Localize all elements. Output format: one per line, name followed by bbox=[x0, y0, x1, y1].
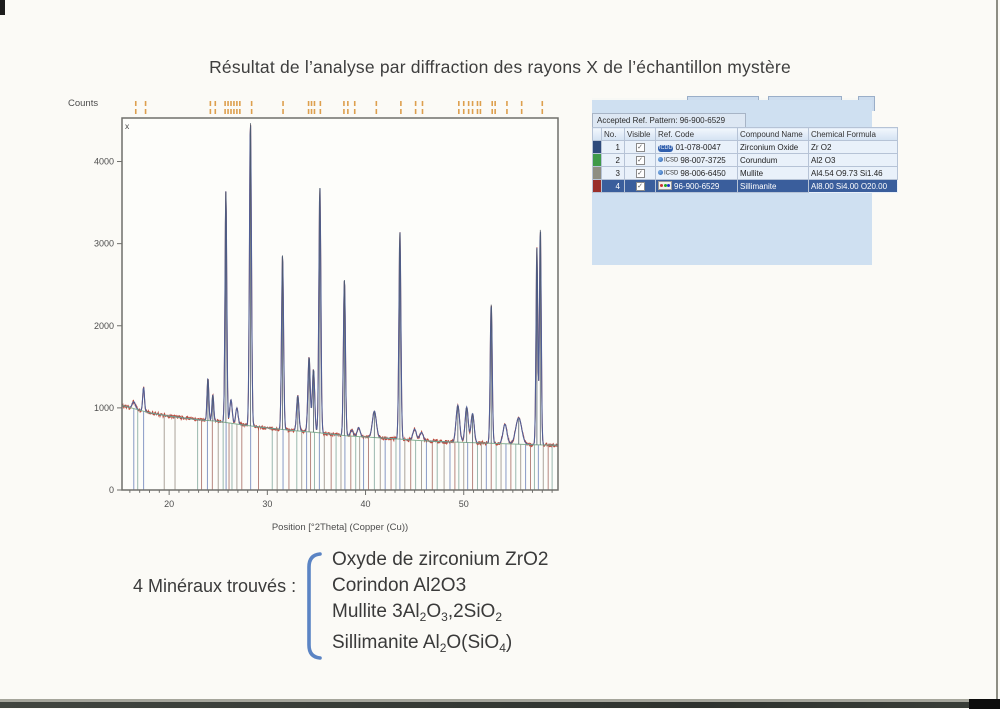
plot-corner-label: x bbox=[125, 121, 130, 131]
no-cell: 1 bbox=[601, 140, 625, 154]
ref-code-cell: 96-900-6529 bbox=[655, 179, 738, 193]
table-row: 4 ✓ 96-900-6529 Sillimanite Al8.00 Si4.00 O2… bbox=[592, 179, 898, 193]
svg-text:40: 40 bbox=[361, 499, 371, 509]
svg-text:3000: 3000 bbox=[94, 239, 114, 249]
svg-text:0: 0 bbox=[109, 485, 114, 495]
column-header: Compound Name bbox=[737, 127, 809, 141]
column-header: No. bbox=[601, 127, 625, 141]
no-cell: 4 bbox=[601, 179, 625, 193]
chemical-formula-cell: Zr O2 bbox=[808, 140, 898, 154]
mineral-item: Mullite 3Al2O3,2SiO2 bbox=[332, 601, 503, 624]
column-header: Ref. Code bbox=[655, 127, 738, 141]
table-row: 3 ✓ ICSD 98-006-6450 Mullite Al4.54 O9.73 Si1… bbox=[592, 166, 898, 180]
compound-name-cell: Corundum bbox=[737, 153, 809, 167]
minerals-found-label: 4 Minéraux trouvés : bbox=[133, 576, 297, 596]
phase-color-chip bbox=[592, 153, 602, 167]
minerals-list: Oxyde de zirconium ZrO2 Corindon Al2O3 Mul… bbox=[332, 547, 548, 661]
visible-cell: ✓ bbox=[624, 179, 656, 193]
mineral-item: Sillimanite Al2O(SiO4) bbox=[332, 632, 513, 655]
svg-text:4000: 4000 bbox=[94, 157, 114, 167]
ref-code-cell: ICSD 98-006-6450 bbox=[655, 166, 738, 180]
database-source-icon: ICSD bbox=[658, 157, 678, 164]
table-header-row: No. Visible Ref. Code Compound Name Chemical… bbox=[592, 127, 898, 141]
phase-color-chip bbox=[592, 140, 602, 154]
compound-name-cell: Mullite bbox=[737, 166, 809, 180]
ref-pattern-table: No. Visible Ref. Code Compound Name Chemical… bbox=[592, 127, 898, 193]
svg-text:1000: 1000 bbox=[94, 403, 114, 413]
x-axis-title: Position [°2Theta] (Copper (Cu)) bbox=[272, 522, 408, 533]
compound-name-cell: Zirconium Oxide bbox=[737, 140, 809, 154]
scan-artifact-right-edge bbox=[996, 0, 998, 709]
database-source-icon: ICSD bbox=[658, 170, 678, 177]
y-axis-title: Counts bbox=[68, 98, 98, 109]
chemical-formula-cell: Al2 O3 bbox=[808, 153, 898, 167]
visible-cell: ✓ bbox=[624, 166, 656, 180]
visible-checkbox: ✓ bbox=[635, 168, 645, 178]
visible-checkbox: ✓ bbox=[635, 181, 645, 191]
table-row: 2 ✓ ICSD 98-007-3725 Corundum Al2 O3 bbox=[592, 153, 898, 167]
scan-artifact-bottom-smudge bbox=[0, 699, 1000, 702]
no-cell: 3 bbox=[601, 166, 625, 180]
svg-text:30: 30 bbox=[262, 499, 272, 509]
accepted-ref-pattern-bar: Accepted Ref. Pattern: 96-900-6529 bbox=[592, 113, 746, 128]
svg-text:2000: 2000 bbox=[94, 321, 114, 331]
mineral-item: Corindon Al2O3 bbox=[332, 575, 467, 596]
scan-artifact-topleft bbox=[0, 0, 5, 15]
column-header: Visible bbox=[624, 127, 656, 141]
ref-code-cell: ICDD 01-078-0047 bbox=[655, 140, 738, 154]
scan-artifact-bottom-bar bbox=[0, 702, 1000, 708]
phase-color-chip bbox=[592, 179, 602, 193]
no-cell: 2 bbox=[601, 153, 625, 167]
svg-text:20: 20 bbox=[164, 499, 174, 509]
column-header: Chemical Formula bbox=[808, 127, 898, 141]
visible-cell: ✓ bbox=[624, 153, 656, 167]
visible-cell: ✓ bbox=[624, 140, 656, 154]
chemical-formula-cell: Al8.00 Si4.00 O20.00 bbox=[808, 179, 898, 193]
visible-checkbox: ✓ bbox=[635, 155, 645, 165]
ref-code-cell: ICSD 98-007-3725 bbox=[655, 153, 738, 167]
phase-color-chip bbox=[592, 166, 602, 180]
database-source-icon: ICDD bbox=[658, 144, 674, 152]
scan-artifact-bottom-right bbox=[969, 699, 1000, 709]
mineral-item: Oxyde de zirconium ZrO2 bbox=[332, 549, 549, 570]
compound-name-cell: Sillimanite bbox=[737, 179, 809, 193]
chemical-formula-cell: Al4.54 O9.73 Si1.46 bbox=[808, 166, 898, 180]
table-row: 1 ✓ ICDD 01-078-0047 Zirconium Oxide Zr O2 bbox=[592, 140, 898, 154]
visible-checkbox: ✓ bbox=[635, 142, 645, 152]
svg-text:50: 50 bbox=[459, 499, 469, 509]
page-title: Résultat de l’analyse par diffraction de… bbox=[209, 57, 791, 77]
bracket-icon bbox=[307, 552, 322, 660]
database-source-icon bbox=[658, 181, 672, 190]
